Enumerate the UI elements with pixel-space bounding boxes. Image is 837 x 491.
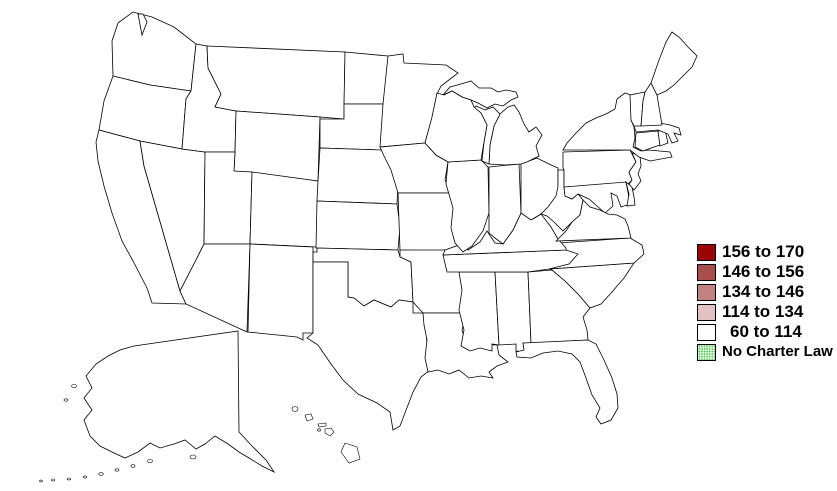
state-maine bbox=[650, 31, 698, 96]
state-kansas bbox=[315, 200, 401, 251]
state-wyoming bbox=[233, 110, 321, 182]
legend-label: 134 to 146 bbox=[722, 282, 805, 301]
legend-swatch-146-156 bbox=[697, 263, 716, 281]
puget-sound bbox=[137, 13, 148, 37]
hawaii-oahu bbox=[304, 413, 314, 422]
state-tennessee bbox=[442, 249, 579, 273]
state-new-mexico bbox=[247, 243, 314, 341]
legend-swatch-134-146 bbox=[697, 283, 716, 301]
state-wisconsin bbox=[424, 90, 488, 163]
alaska-aleutian-island bbox=[98, 472, 104, 476]
state-alabama bbox=[494, 271, 532, 353]
legend-swatch-114-134 bbox=[697, 303, 716, 321]
hawaii-maui bbox=[324, 427, 335, 437]
legend-row: 60 to 114 bbox=[697, 322, 833, 342]
state-colorado bbox=[249, 171, 319, 248]
legend-swatch-156-170 bbox=[697, 243, 716, 261]
state-south-carolina bbox=[548, 262, 635, 309]
legend-row: 156 to 170 bbox=[697, 242, 833, 262]
alaska-aleutian-island bbox=[51, 478, 55, 482]
legend-row: 114 to 134 bbox=[697, 302, 833, 322]
state-virginia bbox=[554, 199, 632, 242]
alaska-aleutian-island bbox=[66, 477, 72, 481]
state-minnesota bbox=[379, 53, 459, 148]
state-pennsylvania bbox=[562, 149, 637, 188]
state-mississippi bbox=[458, 271, 500, 352]
alaska-bering-island bbox=[63, 398, 69, 402]
legend-label: 146 to 156 bbox=[722, 262, 805, 281]
legend-label: 114 to 134 bbox=[722, 302, 804, 321]
hawaii-kauai bbox=[291, 406, 299, 412]
state-texas bbox=[306, 261, 431, 431]
hawaii-lanai bbox=[317, 428, 321, 432]
hawaii-molokai bbox=[317, 422, 327, 428]
state-florida bbox=[515, 339, 619, 425]
state-alaska bbox=[83, 330, 276, 474]
state-indiana bbox=[488, 163, 522, 245]
state-massachusetts bbox=[633, 122, 682, 144]
alaska-aleutian-island bbox=[147, 459, 153, 463]
legend-row: 146 to 156 bbox=[697, 262, 833, 282]
legend-swatch-60-114 bbox=[697, 323, 716, 341]
legend-swatch-no-charter-law bbox=[697, 343, 716, 361]
legend-label: 156 to 170 bbox=[722, 242, 805, 261]
alaska-aleutian-island bbox=[82, 475, 88, 479]
state-new-jersey bbox=[628, 152, 642, 191]
state-illinois bbox=[445, 159, 490, 253]
legend-label: No Charter Law bbox=[722, 343, 833, 360]
alaska-aleutian-island bbox=[130, 464, 136, 468]
alaska-aleutian-island bbox=[114, 468, 120, 472]
alaska-kodiak-island bbox=[189, 454, 197, 460]
legend: 156 to 170 146 to 156 134 to 146 114 to … bbox=[697, 242, 833, 362]
legend-row: 134 to 146 bbox=[697, 282, 833, 302]
alaska-bering-island bbox=[71, 384, 77, 388]
legend-label: 60 to 114 bbox=[730, 322, 802, 341]
state-connecticut bbox=[634, 130, 661, 152]
state-north-dakota bbox=[343, 51, 389, 105]
state-montana bbox=[206, 45, 346, 120]
legend-row: No Charter Law bbox=[697, 342, 833, 362]
alaska-aleutian-island bbox=[39, 479, 43, 483]
hawaii-big-island bbox=[340, 442, 361, 464]
